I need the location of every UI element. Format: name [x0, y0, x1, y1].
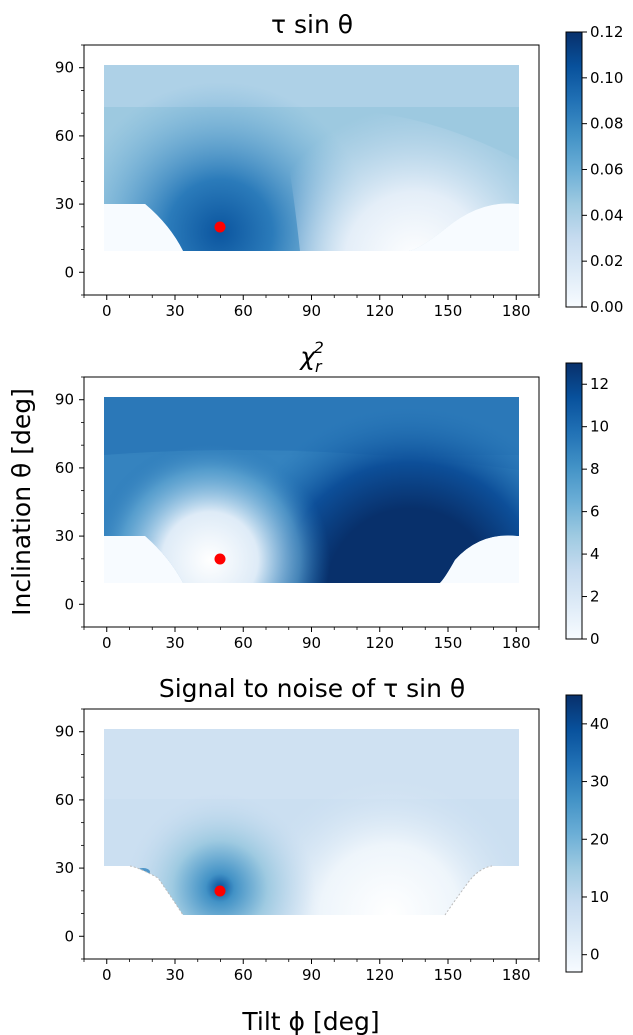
x-tick-label: 0 — [102, 966, 112, 984]
x-tick-label: 150 — [434, 966, 463, 984]
colorbar-tick-label: 12 — [590, 375, 609, 393]
x-tick-label: 60 — [234, 302, 253, 320]
colorbar-tick-label: 2 — [590, 588, 600, 606]
y-tick-label: 60 — [55, 127, 74, 145]
colorbar-tick-label: 0.02 — [590, 252, 623, 270]
panel-2: χr2 0 30 60 90 120 150 180 0 30 60 90 0 2 4 6 8 10 12 — [55, 338, 609, 652]
panel-3-heatmap — [104, 729, 519, 916]
panel-1-marker — [214, 221, 226, 233]
x-tick-label: 30 — [165, 966, 184, 984]
colorbar-tick-label: 40 — [590, 715, 609, 733]
colorbar-tick-label: 10 — [590, 418, 609, 436]
panel-3-axes: 0 30 60 90 120 150 180 0 30 60 90 — [55, 708, 540, 984]
colorbar-tick-label: 0 — [590, 630, 600, 648]
y-tick-label: 60 — [55, 459, 74, 477]
y-tick-label: 0 — [64, 595, 74, 613]
colorbar-tick-label: 0.06 — [590, 161, 623, 179]
panel-1-colorbar: 0.00 0.02 0.04 0.06 0.08 0.10 0.12 — [565, 23, 623, 316]
panel-1-heatmap — [104, 65, 519, 251]
x-tick-label: 180 — [502, 966, 531, 984]
x-tick-label: 90 — [302, 966, 321, 984]
panel-2-heatmap — [104, 397, 519, 583]
x-tick-label: 60 — [234, 966, 253, 984]
colorbar-tick-label: 0 — [590, 946, 600, 964]
x-tick-label: 150 — [434, 302, 463, 320]
x-axis-label: Tilt ϕ [deg] — [241, 1007, 379, 1035]
x-tick-label: 180 — [502, 302, 531, 320]
colorbar-tick-label: 0.04 — [590, 206, 623, 224]
panel-2-title: χr2 — [298, 338, 324, 376]
x-tick-label: 0 — [102, 302, 112, 320]
colorbar-tick-label: 8 — [590, 460, 600, 478]
y-tick-label: 90 — [55, 59, 74, 77]
y-tick-label: 30 — [55, 195, 74, 213]
colorbar-tick-label: 6 — [590, 503, 600, 521]
panel-1-axes: 0 30 60 90 120 150 180 0 30 60 90 — [55, 44, 540, 320]
colorbar-tick-label: 0.00 — [590, 298, 623, 316]
x-tick-label: 60 — [234, 634, 253, 652]
colorbar-tick-label: 4 — [590, 545, 600, 563]
colorbar-tick-label: 30 — [590, 773, 609, 791]
panel-3-marker — [214, 885, 226, 897]
y-tick-label: 30 — [55, 527, 74, 545]
y-tick-label: 0 — [64, 927, 74, 945]
panel-2-axes: 0 30 60 90 120 150 180 0 30 60 90 — [55, 376, 540, 652]
panel-3-colorbar: 0 10 20 30 40 — [565, 694, 609, 973]
x-tick-label: 120 — [365, 966, 394, 984]
panel-3: Signal to noise of τ sin θ 0 30 60 90 120 150… — [55, 674, 609, 984]
x-tick-label: 90 — [302, 302, 321, 320]
colorbar-tick-label: 10 — [590, 888, 609, 906]
panel-2-marker — [214, 553, 226, 565]
panel-1: τ sin θ 0 30 60 90 120 150 180 0 30 60 90 0.00 0.02… — [55, 10, 624, 320]
y-tick-label: 30 — [55, 859, 74, 877]
y-tick-label: 90 — [55, 391, 74, 409]
x-tick-label: 120 — [365, 634, 394, 652]
x-tick-label: 30 — [165, 302, 184, 320]
y-tick-label: 0 — [64, 263, 74, 281]
x-tick-label: 90 — [302, 634, 321, 652]
panel-2-colorbar: 0 2 4 6 8 10 12 — [565, 362, 609, 648]
y-axis-label: Inclination θ [deg] — [7, 388, 36, 616]
x-tick-label: 180 — [502, 634, 531, 652]
colorbar-tick-label: 0.12 — [590, 23, 623, 41]
x-tick-label: 120 — [365, 302, 394, 320]
y-tick-label: 60 — [55, 791, 74, 809]
colorbar-tick-label: 0.08 — [590, 115, 623, 133]
x-tick-label: 150 — [434, 634, 463, 652]
panel-1-title: τ sin θ — [271, 10, 353, 39]
panel-3-title: Signal to noise of τ sin θ — [159, 674, 465, 703]
x-tick-label: 30 — [165, 634, 184, 652]
y-tick-label: 90 — [55, 723, 74, 741]
colorbar-tick-label: 0.10 — [590, 69, 623, 87]
colorbar-tick-label: 20 — [590, 830, 609, 848]
x-tick-label: 0 — [102, 634, 112, 652]
